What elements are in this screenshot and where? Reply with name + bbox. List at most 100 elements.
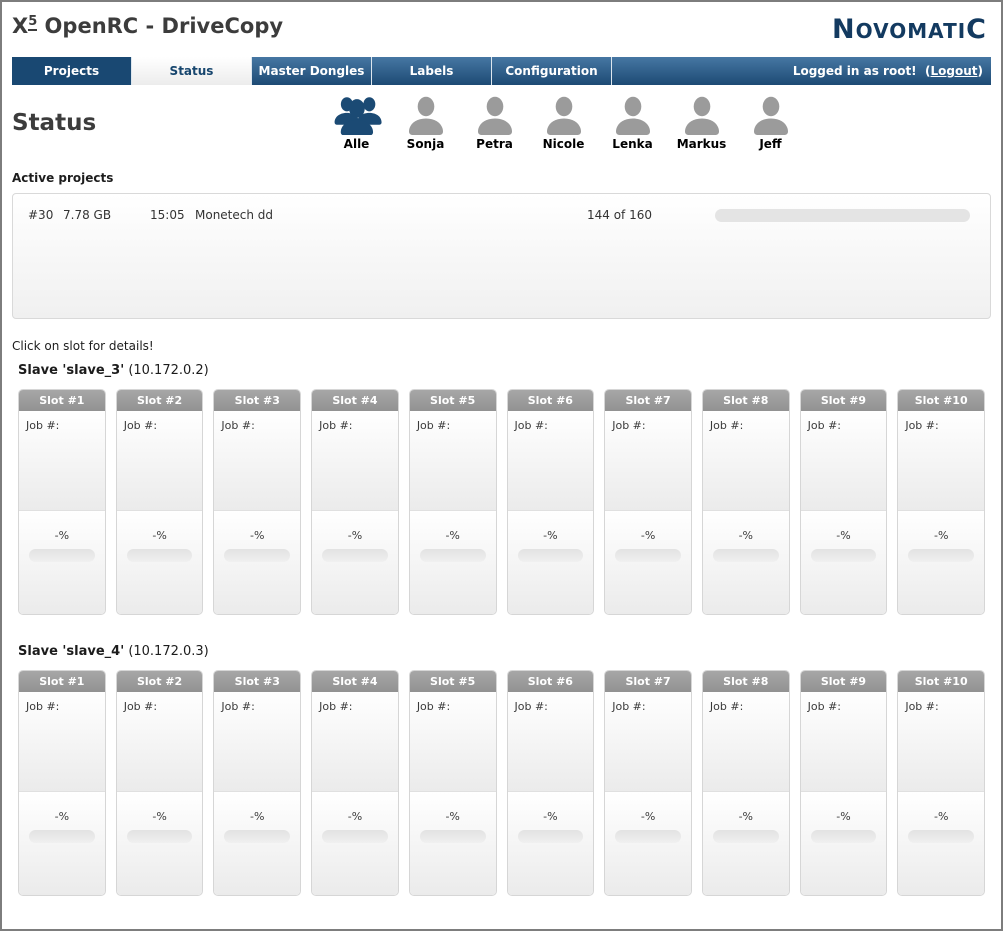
- app-title-sup: 5: [28, 14, 38, 31]
- project-progressbar: [715, 208, 970, 222]
- slot-job-area: Job #:: [702, 692, 789, 791]
- slot-progress-area: -%: [605, 510, 691, 614]
- slot-progressbar: [126, 549, 193, 562]
- slot-job-label: Job #:: [26, 419, 60, 432]
- novomatic-logo: NOVOMATIC: [832, 14, 987, 45]
- slot-card[interactable]: Slot #4 Job #: -%: [311, 670, 399, 896]
- slot-card[interactable]: Slot #10 Job #: -%: [897, 670, 986, 896]
- slave-name: Slave 'slave_4': [18, 644, 125, 659]
- slot-card[interactable]: Slot #1 Job #: -%: [18, 670, 106, 896]
- slot-progress-area: -%: [19, 791, 105, 895]
- page-title: Status: [12, 110, 97, 136]
- slot-hint-text: Click on slot for details!: [12, 339, 154, 353]
- tab-master-dongles[interactable]: Master Dongles: [252, 57, 372, 85]
- slot-header: Slot #4: [312, 390, 398, 411]
- user-filter-sonja[interactable]: Sonja: [391, 95, 460, 151]
- slot-progress-area: -%: [800, 791, 887, 895]
- user-filter-lenka[interactable]: Lenka: [598, 95, 667, 151]
- slot-card[interactable]: Slot #1 Job #: -%: [18, 389, 106, 615]
- slot-card[interactable]: Slot #3 Job #: -%: [213, 389, 302, 615]
- slot-card[interactable]: Slot #8 Job #: -%: [701, 389, 790, 615]
- tab-configuration[interactable]: Configuration: [492, 57, 612, 85]
- slot-progress-area: -%: [507, 510, 594, 614]
- slot-progressbar: [810, 830, 877, 843]
- slot-job-area: Job #:: [409, 692, 496, 791]
- slot-job-area: Job #:: [19, 411, 105, 510]
- slot-card[interactable]: Slot #4 Job #: -%: [311, 389, 399, 615]
- slot-header: Slot #9: [800, 671, 887, 692]
- person-icon: [542, 95, 586, 135]
- users-row: Alle Sonja Petra Nicole Lenka Markus Jeff: [322, 95, 805, 151]
- slot-card[interactable]: Slot #7 Job #: -%: [604, 389, 692, 615]
- slot-card[interactable]: Slot #8 Job #: -%: [701, 670, 790, 896]
- slot-progressbar: [712, 830, 779, 843]
- slot-progressbar: [224, 830, 291, 843]
- slot-header: Slot #7: [605, 390, 691, 411]
- slot-card[interactable]: Slot #5 Job #: -%: [408, 670, 497, 896]
- slot-header: Slot #10: [898, 390, 985, 411]
- slot-progressbar: [517, 549, 584, 562]
- user-name: Markus: [676, 137, 727, 151]
- slot-progressbar: [322, 549, 388, 562]
- slot-job-label: Job #:: [514, 700, 548, 713]
- person-icon: [611, 95, 655, 135]
- project-size: 7.78 GB: [63, 208, 112, 222]
- slave-ip: (10.172.0.2): [128, 363, 209, 378]
- user-filter-petra[interactable]: Petra: [460, 95, 529, 151]
- slot-header: Slot #5: [409, 671, 496, 692]
- project-row[interactable]: #30 7.78 GB 15:05 Monetech dd 144 of 160: [13, 194, 990, 222]
- slot-job-area: Job #:: [702, 411, 789, 510]
- slot-card[interactable]: Slot #5 Job #: -%: [408, 389, 497, 615]
- slot-card[interactable]: Slot #9 Job #: -%: [799, 670, 888, 896]
- slot-card[interactable]: Slot #10 Job #: -%: [897, 389, 986, 615]
- slot-percent: -%: [152, 810, 167, 823]
- slot-card[interactable]: Slot #6 Job #: -%: [506, 670, 595, 896]
- project-id: #30: [28, 208, 54, 222]
- slot-progress-area: -%: [116, 510, 203, 614]
- logged-in-text: Logged in as root!: [792, 64, 917, 78]
- tab-projects[interactable]: Projects: [12, 57, 132, 85]
- slave-section: Slave 'slave_3' (10.172.0.2) Slot #1 Job #…: [2, 363, 1001, 615]
- slot-card[interactable]: Slot #3 Job #: -%: [213, 670, 302, 896]
- user-filter-alle[interactable]: Alle: [322, 95, 391, 151]
- slot-card[interactable]: Slot #7 Job #: -%: [604, 670, 692, 896]
- project-rows: #30 7.78 GB 15:05 Monetech dd 144 of 160: [13, 194, 990, 222]
- slot-progress-area: -%: [605, 791, 691, 895]
- slot-job-area: Job #:: [605, 411, 691, 510]
- slot-job-area: Job #:: [507, 411, 594, 510]
- slot-job-label: Job #:: [416, 700, 451, 713]
- slot-progressbar: [615, 549, 681, 562]
- user-name: Nicole: [542, 137, 585, 151]
- slot-header: Slot #2: [116, 671, 203, 692]
- slot-percent: -%: [836, 810, 851, 823]
- user-name: Lenka: [612, 137, 653, 151]
- tab-labels[interactable]: Labels: [372, 57, 492, 85]
- slot-job-label: Job #:: [26, 700, 60, 713]
- user-filter-markus[interactable]: Markus: [667, 95, 736, 151]
- user-name: Alle: [343, 137, 370, 151]
- slot-card[interactable]: Slot #6 Job #: -%: [506, 389, 595, 615]
- slot-card[interactable]: Slot #2 Job #: -%: [115, 389, 204, 615]
- slot-job-area: Job #:: [312, 411, 398, 510]
- user-name: Sonja: [406, 137, 445, 151]
- slot-progress-area: -%: [898, 791, 985, 895]
- slot-progressbar: [419, 830, 486, 843]
- tab-status[interactable]: Status: [132, 57, 252, 85]
- slot-job-label: Job #:: [416, 419, 451, 432]
- slot-job-area: Job #:: [898, 692, 985, 791]
- slot-progress-area: -%: [19, 510, 105, 614]
- slot-header: Slot #3: [214, 671, 301, 692]
- slot-card[interactable]: Slot #9 Job #: -%: [799, 389, 888, 615]
- slot-progressbar: [712, 549, 779, 562]
- user-filter-nicole[interactable]: Nicole: [529, 95, 598, 151]
- app-title: X5 OpenRC - DriveCopy: [12, 14, 284, 38]
- user-name: Jeff: [759, 137, 782, 151]
- user-filter-jeff[interactable]: Jeff: [736, 95, 805, 151]
- slot-card[interactable]: Slot #2 Job #: -%: [115, 670, 204, 896]
- active-projects-panel: #30 7.78 GB 15:05 Monetech dd 144 of 160: [12, 193, 991, 319]
- slot-percent: -%: [933, 810, 949, 823]
- slot-progressbar: [322, 830, 388, 843]
- logout-link[interactable]: Logout: [930, 64, 978, 78]
- slot-percent: -%: [54, 810, 70, 823]
- person-icon: [473, 95, 517, 135]
